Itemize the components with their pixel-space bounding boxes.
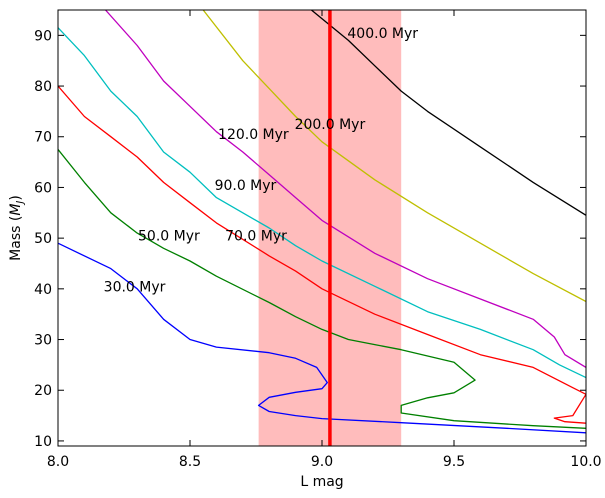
curve-90-0-myr xyxy=(58,27,586,379)
y-tick-label: 30 xyxy=(34,333,52,349)
y-tick-label: 10 xyxy=(34,434,52,450)
x-tick-label: 8.5 xyxy=(179,454,201,470)
curve-label-30-0-myr: 30.0 Myr xyxy=(104,279,166,295)
curve-label-120-0-myr: 120.0 Myr xyxy=(218,127,289,143)
y-tick-label: 50 xyxy=(34,231,52,247)
curve-label-50-0-myr: 50.0 Myr xyxy=(138,229,200,245)
y-tick-label: 90 xyxy=(34,28,52,44)
curve-label-90-0-myr: 90.0 Myr xyxy=(215,178,277,194)
curve-50-0-myr xyxy=(58,148,586,429)
curve-200-0-myr xyxy=(202,10,586,303)
x-axis-label: L mag xyxy=(300,474,343,490)
y-tick-label: 60 xyxy=(34,180,52,196)
y-tick-label: 70 xyxy=(34,130,52,146)
x-tick-label: 9.5 xyxy=(443,454,465,470)
curve-label-70-0-myr: 70.0 Myr xyxy=(225,229,287,245)
y-tick-label: 80 xyxy=(34,79,52,95)
curve-30-0-myr xyxy=(58,242,586,434)
y-tick-label: 40 xyxy=(34,282,52,298)
label-layer: 30.0 Myr 50.0 Myr 70.0 Myr 90.0 Myr 120.0 My… xyxy=(104,26,419,295)
curve-70-0-myr xyxy=(58,85,586,424)
x-tick-label: 8.0 xyxy=(47,454,69,470)
plot-frame xyxy=(57,9,587,447)
x-tick-label: 9.0 xyxy=(311,454,333,470)
tick-layer: 8.0 8.5 9.0 9.5 10.0 10 20 30 40 50 60 70 80 90 xyxy=(34,10,602,470)
curve-120-0-myr xyxy=(105,10,586,368)
curve-label-200-0-myr: 200.0 Myr xyxy=(295,117,366,133)
curve-400-0-myr xyxy=(310,10,586,216)
curve-layer xyxy=(58,10,586,434)
y-axis-label: Mass (MJ) xyxy=(8,195,26,261)
curve-label-400-0-myr: 400.0 Myr xyxy=(347,26,418,42)
x-tick-label: 10.0 xyxy=(570,454,601,470)
y-tick-label: 20 xyxy=(34,383,52,399)
